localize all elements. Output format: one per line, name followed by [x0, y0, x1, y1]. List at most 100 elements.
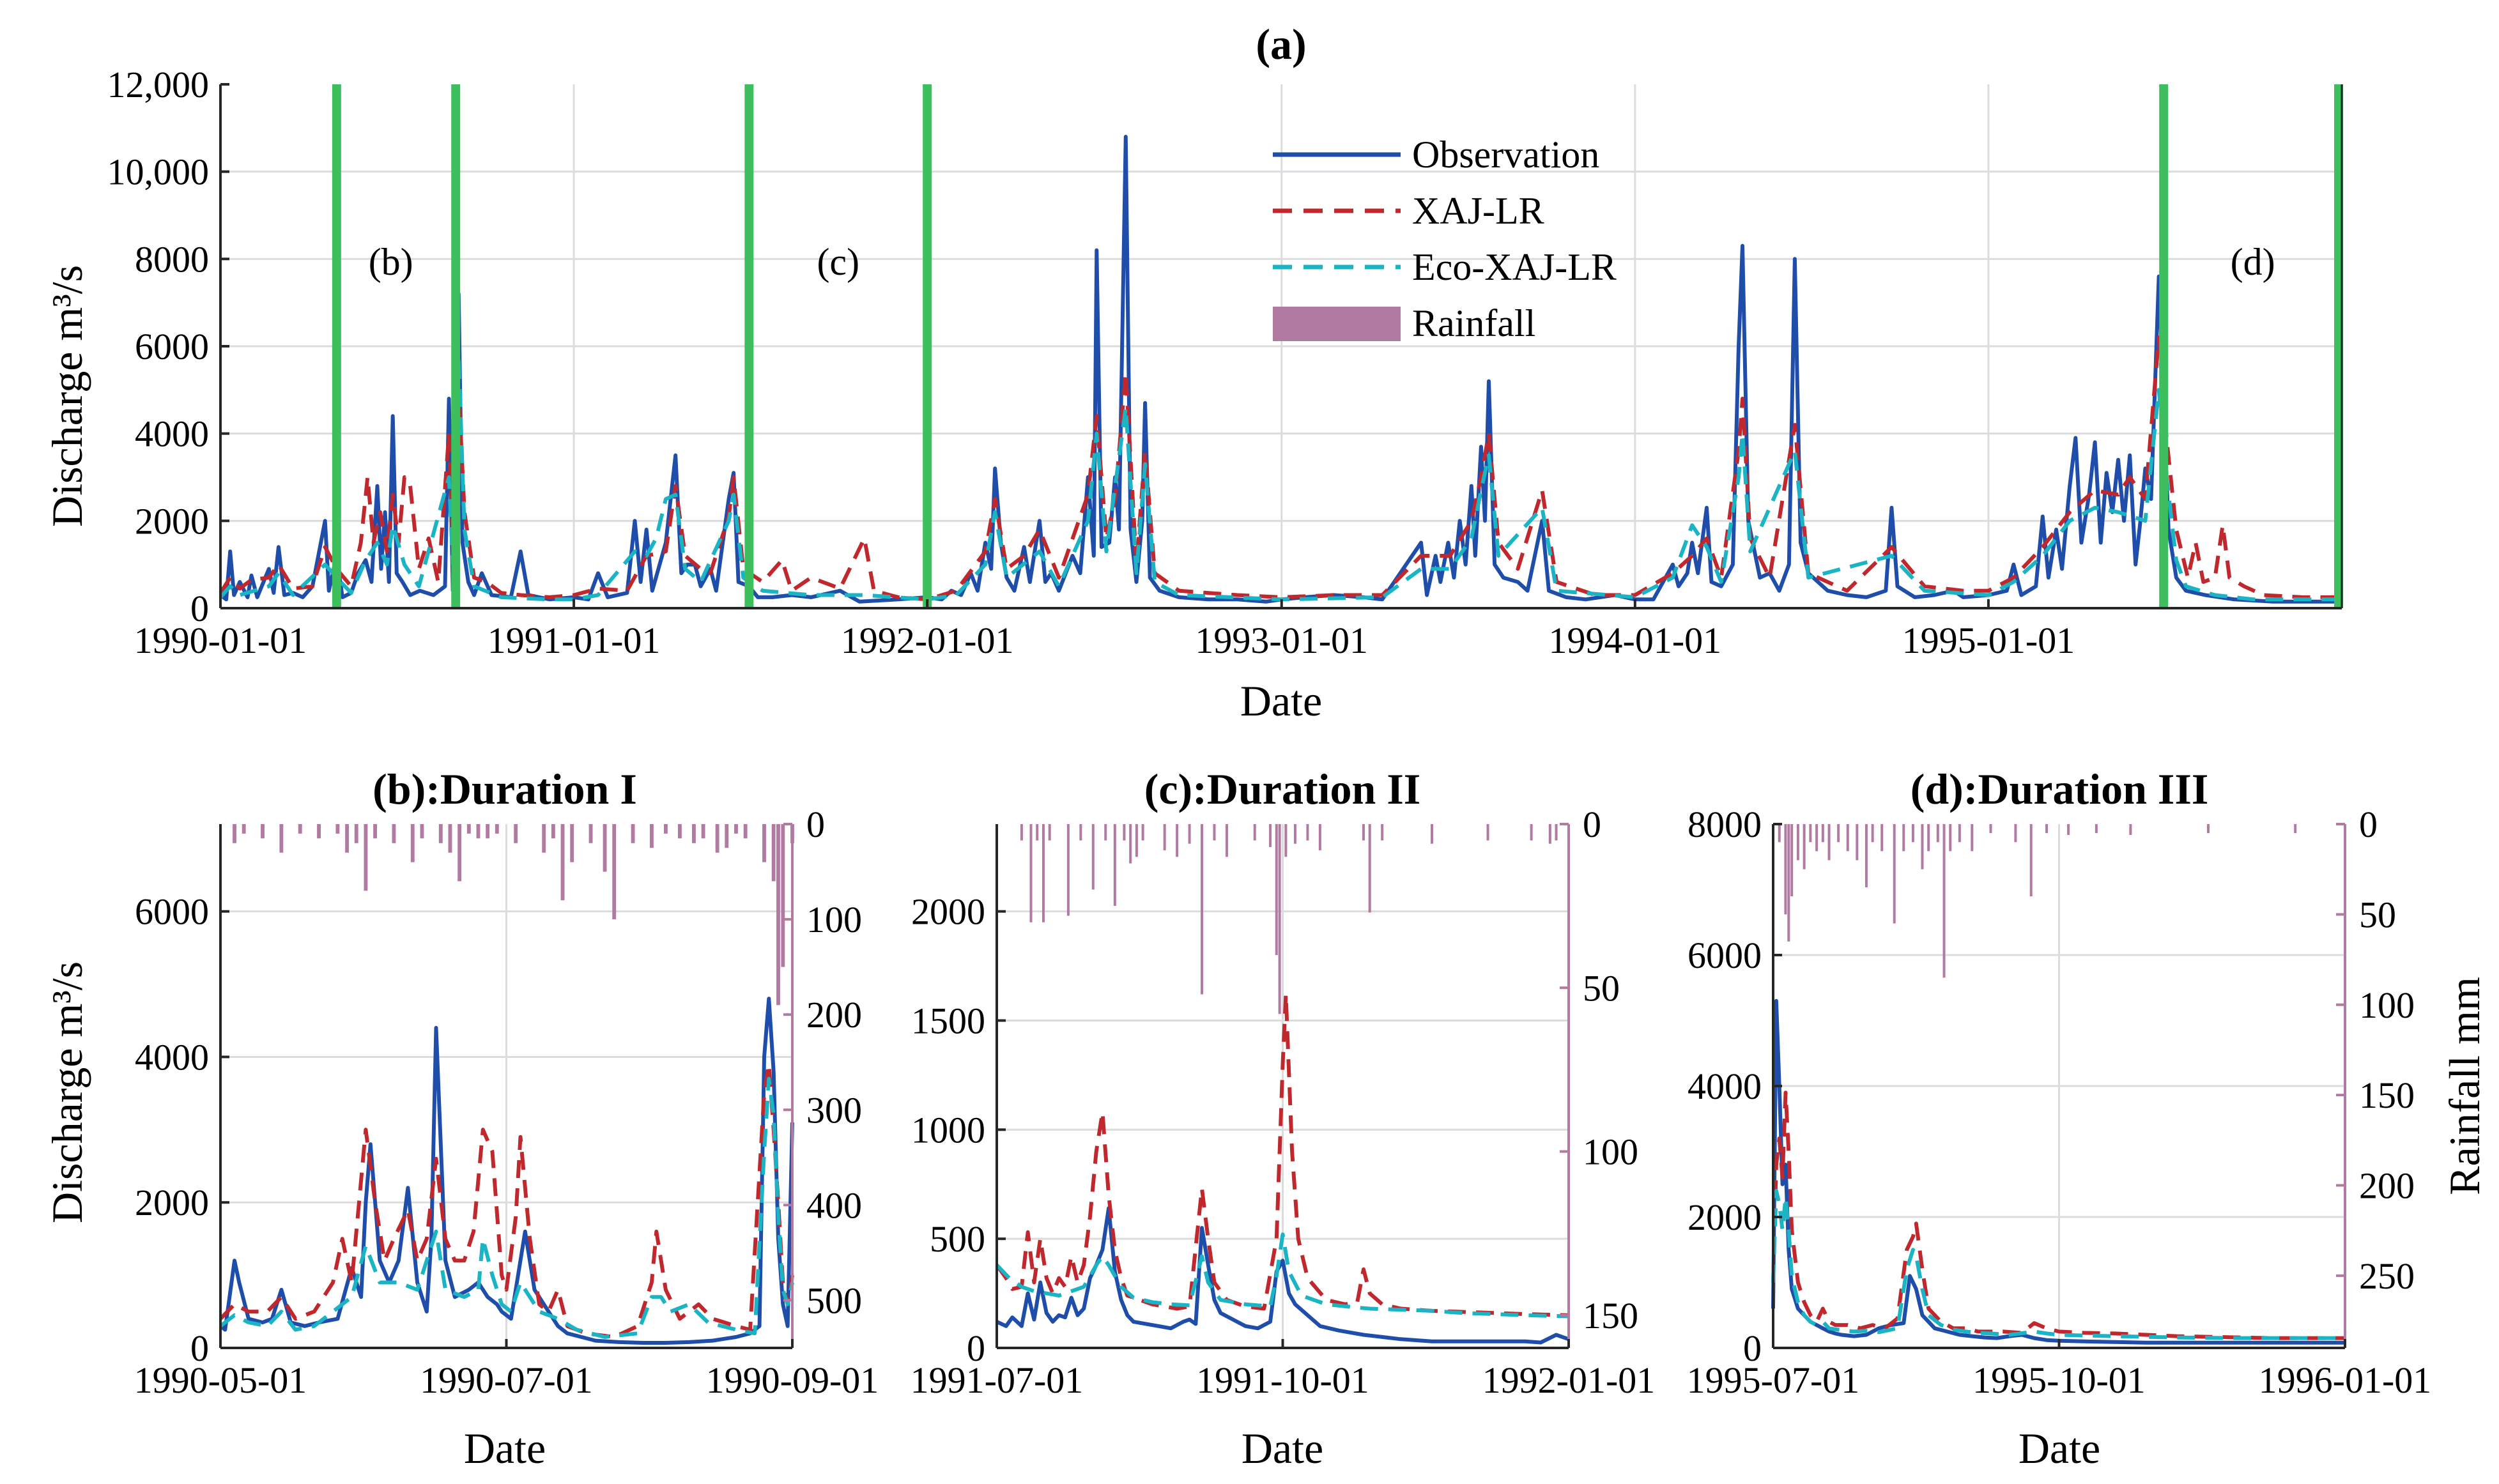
- rainfall-bar: [1989, 824, 1992, 834]
- rainfall-bar: [1129, 824, 1132, 864]
- legend: Observation XAJ-LR Eco-XAJ-LR Rainfall: [1273, 134, 1617, 344]
- rainfall-bar: [715, 824, 719, 853]
- panel-b-ylabel: Discharge m³/s: [43, 961, 91, 1223]
- rainfall-bar: [420, 824, 424, 839]
- rainfall-bar: [1029, 824, 1033, 922]
- panel-c-axes: [996, 823, 1570, 1349]
- y-tick-label: 2000: [911, 891, 985, 933]
- rainfall-bar: [570, 824, 574, 862]
- rain-tick-label: 150: [1583, 1295, 1638, 1336]
- panel-a-series: [219, 135, 2342, 604]
- series-observation: [996, 1206, 1569, 1345]
- legend-rainfall-label: Rainfall: [1412, 302, 1535, 344]
- y-tick-label: 0: [1743, 1327, 1762, 1369]
- panel-b-series: [219, 997, 794, 1345]
- rain-tick-label: 0: [2359, 804, 2378, 845]
- rainfall-bar: [603, 824, 607, 872]
- panel-c-rainfall-bars: [1020, 824, 1558, 1014]
- rainfall-bar: [1856, 824, 1859, 861]
- x-tick-label: 1995-07-01: [1687, 1359, 1860, 1401]
- rainfall-bar: [1104, 824, 1107, 841]
- y-tick-label: 0: [190, 588, 209, 629]
- panel-d-tick-labels: 0 50 100 150 200 250 0 2000 4000 6000 8000 1995-07-…: [1687, 804, 2432, 1401]
- rainfall-bar: [2294, 824, 2297, 834]
- panel-a: 0 2000 4000 6000 8000 10,000 12,000 1990-01-01 1…: [43, 20, 2343, 725]
- rain-tick-label: 50: [2359, 894, 2396, 935]
- rainfall-bar: [317, 824, 321, 839]
- legend-rainfall-swatch: [1273, 307, 1401, 341]
- y-tick-label: 6000: [135, 326, 209, 367]
- rainfall-bar: [560, 824, 565, 901]
- x-tick-label: 1990-05-01: [134, 1359, 307, 1401]
- rainfall-bar: [364, 824, 368, 891]
- panel-d-axes: [1772, 823, 2346, 1349]
- rainfall-bar: [1803, 824, 1806, 869]
- y-tick-label: 8000: [135, 238, 209, 280]
- rainfall-bar: [1141, 824, 1144, 841]
- rainfall-bar: [410, 824, 415, 862]
- rainfall-bar: [1318, 824, 1321, 850]
- panel-d-grid: [1773, 824, 2345, 1348]
- panel-b-title: (b):Duration I: [373, 765, 637, 813]
- y-tick-label: 4000: [1688, 1066, 1762, 1107]
- rainfall-bar: [1486, 824, 1489, 841]
- rainfall-bar: [1113, 824, 1116, 906]
- x-tick-label: 1990-09-01: [706, 1359, 879, 1401]
- rainfall-bar: [1123, 824, 1126, 841]
- rainfall-bar: [1837, 824, 1840, 843]
- panel-a-period-labels: (b) (c) (d): [369, 241, 2275, 283]
- rain-tick-label: 100: [2359, 984, 2415, 1026]
- rainfall-bar: [2095, 824, 2098, 834]
- rain-tick-label: 100: [1583, 1131, 1638, 1173]
- x-tick-label: 1991-01-01: [488, 620, 661, 661]
- legend-eco-xaj-lr-label: Eco-XAJ-LR: [1412, 246, 1617, 288]
- rain-tick-label: 0: [1583, 804, 1601, 845]
- y-tick-label: 6000: [135, 891, 209, 933]
- rainfall-bar: [1079, 824, 1082, 841]
- rainfall-bar: [1784, 824, 1787, 915]
- rainfall-bar: [1827, 824, 1831, 861]
- rainfall-bar: [1971, 824, 1974, 852]
- rainfall-bar: [1778, 824, 1781, 843]
- rainfall-bar: [1430, 824, 1433, 844]
- x-tick-label: 1995-01-01: [1902, 620, 2075, 661]
- rainfall-bar: [743, 824, 748, 839]
- rainfall-bar: [663, 824, 668, 834]
- x-tick-label: 1994-01-01: [1549, 620, 1722, 661]
- rainfall-bar: [2067, 824, 2070, 835]
- rainfall-bar: [1381, 824, 1384, 841]
- rainfall-bar: [1176, 824, 1179, 857]
- rainfall-bar: [2045, 824, 2049, 834]
- y-tick-label: 2000: [135, 500, 209, 542]
- panel-b-xlabel: Date: [464, 1424, 546, 1473]
- rainfall-bar: [771, 824, 776, 882]
- rainfall-bar: [1253, 824, 1256, 841]
- rainfall-bar: [649, 824, 654, 848]
- panel-a-ylabel: Discharge m³/s: [43, 265, 91, 527]
- rainfall-bar: [1821, 824, 1824, 843]
- rainfall-bar: [762, 824, 766, 862]
- rainfall-bar: [1284, 824, 1288, 857]
- rainfall-bar: [476, 824, 481, 839]
- rain-tick-label: 200: [806, 994, 862, 1036]
- rainfall-bar: [1163, 824, 1166, 850]
- rainfall-bar: [1555, 824, 1558, 841]
- rainfall-bar: [345, 824, 350, 853]
- rain-tick-label: 400: [806, 1184, 862, 1226]
- rainfall-bar: [781, 824, 785, 967]
- rain-tick-label: 150: [2359, 1075, 2415, 1116]
- panel-a-grid: [220, 84, 2342, 608]
- rainfall-bar: [1368, 824, 1371, 913]
- rainfall-bar: [1020, 824, 1023, 841]
- panel-d: 0 50 100 150 200 250 0 2000 4000 6000 8000 1995-07-…: [1687, 765, 2489, 1473]
- y-tick-label: 12,000: [107, 64, 210, 105]
- rainfall-bar: [279, 824, 284, 853]
- rainfall-bar: [354, 824, 358, 843]
- rainfall-bar: [392, 824, 396, 843]
- series-xaj-lr: [219, 335, 2342, 602]
- rainfall-bar: [1530, 824, 1533, 841]
- rainfall-bar: [458, 824, 462, 882]
- rainfall-bar: [692, 824, 696, 843]
